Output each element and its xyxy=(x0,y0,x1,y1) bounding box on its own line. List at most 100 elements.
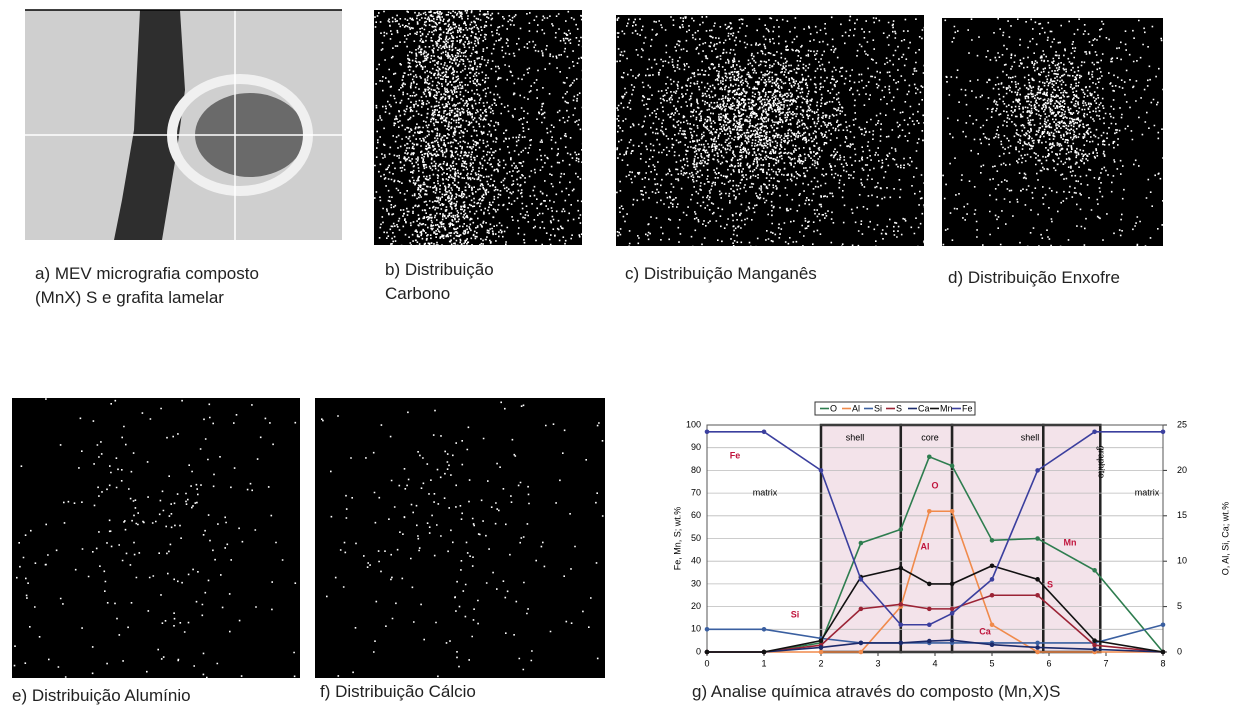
caption: c) Distribuição Manganês xyxy=(625,262,925,286)
point xyxy=(1092,430,1097,435)
y2-tick-label: 25 xyxy=(1177,419,1187,429)
point xyxy=(1161,430,1166,435)
point xyxy=(990,593,995,598)
point xyxy=(1092,638,1097,643)
point xyxy=(927,639,932,644)
point xyxy=(1035,536,1040,541)
point xyxy=(1092,643,1097,648)
series-annotation: Fe xyxy=(730,450,741,460)
series-annotation: Al xyxy=(921,541,930,551)
point xyxy=(899,602,904,607)
image-bg xyxy=(616,15,924,246)
image-bg xyxy=(374,10,582,245)
point xyxy=(950,509,955,514)
point xyxy=(762,650,767,655)
region-label: graphite xyxy=(1097,446,1107,479)
x-tick-label: 2 xyxy=(818,658,823,668)
x-tick-label: 7 xyxy=(1103,658,1108,668)
point xyxy=(990,563,995,568)
legend-label: Mn xyxy=(940,403,953,413)
point xyxy=(705,430,710,435)
region-label: core xyxy=(921,432,939,442)
point xyxy=(899,527,904,532)
point xyxy=(859,650,864,655)
y-tick-label: 10 xyxy=(691,624,701,634)
point xyxy=(899,566,904,571)
point xyxy=(819,645,824,650)
series-annotation: O xyxy=(931,480,938,490)
figure: 0102030405060708090100051015202501234567… xyxy=(0,0,1247,711)
series-annotation: Mn xyxy=(1064,537,1077,547)
point xyxy=(1092,647,1097,652)
point xyxy=(927,509,932,514)
x-tick-label: 0 xyxy=(704,658,709,668)
point xyxy=(859,641,864,646)
point xyxy=(990,538,995,543)
series-annotation: Si xyxy=(791,609,800,619)
region-label: shell xyxy=(846,432,865,442)
point xyxy=(990,642,995,647)
point xyxy=(1092,568,1097,573)
legend-label: Si xyxy=(874,403,882,413)
point xyxy=(1161,622,1166,627)
image-bg xyxy=(12,398,300,678)
y-axis-label: Fe, Mn, S; wt.% xyxy=(672,507,682,571)
point xyxy=(859,577,864,582)
caption: b) Distribuição Carbono xyxy=(385,258,535,306)
caption: d) Distribuição Enxofre xyxy=(948,266,1238,290)
y-tick-label: 30 xyxy=(691,578,701,588)
micrograph-a xyxy=(25,10,342,240)
y-tick-label: 90 xyxy=(691,442,701,452)
legend-label: Ca xyxy=(918,403,930,413)
point xyxy=(859,541,864,546)
point xyxy=(927,454,932,459)
point xyxy=(819,650,824,655)
image-bg xyxy=(942,18,1163,246)
point xyxy=(1035,468,1040,473)
caption: e) Distribuição Alumínio xyxy=(12,684,312,708)
point xyxy=(899,622,904,627)
point xyxy=(705,650,710,655)
point xyxy=(927,607,932,612)
point xyxy=(1035,645,1040,650)
point xyxy=(950,638,955,643)
caption: g) Analise química através do composto (… xyxy=(692,680,1242,704)
point xyxy=(990,577,995,582)
page: 0102030405060708090100051015202501234567… xyxy=(0,0,1247,711)
point xyxy=(950,582,955,587)
y2-axis-label: O, Al, Si, Ca; wt.% xyxy=(1220,502,1230,576)
y2-tick-label: 5 xyxy=(1177,601,1182,611)
y-tick-label: 60 xyxy=(691,510,701,520)
region-label: shell xyxy=(1021,432,1040,442)
x-tick-label: 5 xyxy=(989,658,994,668)
point xyxy=(1035,593,1040,598)
caption: f) Distribuição Cálcio xyxy=(320,680,620,704)
region-label: matrix xyxy=(1135,487,1160,497)
point xyxy=(859,607,864,612)
y-tick-label: 100 xyxy=(686,419,701,429)
point xyxy=(899,641,904,646)
x-tick-label: 3 xyxy=(875,658,880,668)
point xyxy=(1035,650,1040,655)
y-tick-label: 40 xyxy=(691,556,701,566)
image-bg xyxy=(315,398,605,678)
series-annotation: S xyxy=(1047,579,1053,589)
region-label: matrix xyxy=(753,487,778,497)
x-tick-label: 6 xyxy=(1046,658,1051,668)
y-tick-label: 80 xyxy=(691,465,701,475)
point xyxy=(819,468,824,473)
point xyxy=(950,611,955,616)
y-tick-label: 70 xyxy=(691,487,701,497)
legend-label: Fe xyxy=(962,403,973,413)
legend-label: S xyxy=(896,403,902,413)
point xyxy=(762,430,767,435)
point xyxy=(705,627,710,632)
y2-tick-label: 0 xyxy=(1177,646,1182,656)
y-tick-label: 50 xyxy=(691,533,701,543)
x-tick-label: 8 xyxy=(1160,658,1165,668)
legend-label: O xyxy=(830,403,837,413)
point xyxy=(950,464,955,469)
y2-tick-label: 20 xyxy=(1177,465,1187,475)
y-tick-label: 20 xyxy=(691,601,701,611)
y2-tick-label: 15 xyxy=(1177,510,1187,520)
